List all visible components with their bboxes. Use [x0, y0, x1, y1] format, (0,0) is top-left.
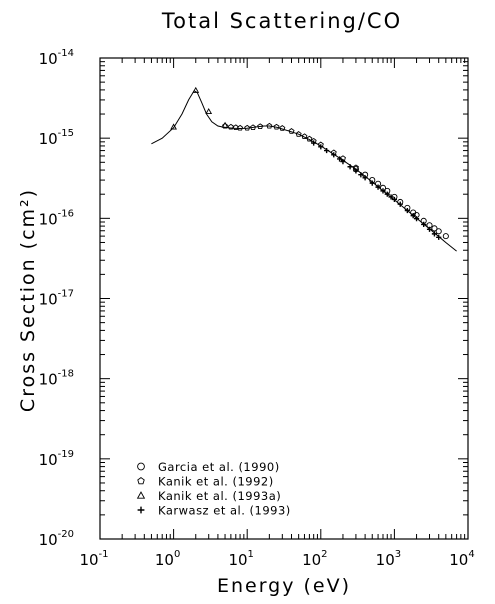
data-point-series-2: [244, 124, 251, 131]
legend-marker-2: [137, 477, 145, 485]
data-point-series-2: [279, 125, 286, 131]
legend-label-4: Karwasz et al. (1993): [158, 504, 291, 518]
data-marks-layer: [170, 86, 449, 240]
data-point-series-4: [410, 213, 416, 219]
data-point-series-4: [347, 164, 353, 170]
data-point-series-4: [388, 194, 394, 200]
y-tick-label: 10-15: [39, 128, 74, 148]
data-point-series-1: [435, 228, 442, 235]
x-tick-label: 103: [376, 549, 401, 569]
y-tick-label: 10-19: [39, 449, 74, 469]
data-point-series-3: [205, 107, 213, 115]
x-axis-label: Energy (eV): [217, 575, 351, 597]
data-point-series-4: [404, 207, 410, 214]
data-point-series-4: [340, 159, 346, 165]
data-point-series-1: [431, 225, 438, 232]
data-point-series-2: [250, 124, 257, 131]
data-point-series-2: [266, 122, 273, 129]
data-point-series-2: [227, 123, 234, 130]
data-point-series-4: [391, 196, 397, 203]
data-point-series-2: [295, 131, 302, 137]
fit-curve: [151, 90, 457, 252]
data-point-series-1: [442, 233, 449, 240]
y-tick-label: 10-18: [39, 369, 74, 389]
legend-marker-1: [137, 462, 145, 471]
data-point-series-4: [353, 168, 359, 174]
data-point-series-2: [288, 128, 295, 134]
legend: Garcia et al. (1990)Kanik et al. (1992)K…: [136, 460, 291, 518]
y-tick-label: 10-16: [39, 208, 74, 228]
y-tick-label: 10-17: [39, 289, 74, 309]
data-point-series-2: [301, 133, 308, 140]
legend-label-3: Kanik et al. (1993a): [158, 489, 281, 503]
legend-marker-4: [137, 506, 145, 514]
data-point-series-4: [413, 216, 420, 222]
y-tick-label: 10-20: [39, 529, 74, 549]
data-point-series-2: [237, 124, 244, 131]
data-point-series-4: [331, 152, 337, 158]
data-point-series-4: [380, 188, 386, 194]
data-point-series-3: [170, 123, 177, 130]
x-tick-label: 101: [228, 549, 253, 569]
data-point-series-3: [221, 121, 229, 128]
data-point-series-4: [436, 234, 442, 240]
data-point-series-2: [306, 135, 313, 142]
data-point-series-4: [369, 180, 375, 186]
x-tick-label: 102: [302, 549, 327, 569]
data-point-series-4: [318, 144, 324, 150]
data-point-series-4: [384, 191, 390, 197]
x-tick-label: 104: [449, 549, 474, 569]
x-tick-label: 100: [155, 549, 180, 569]
data-point-series-4: [421, 221, 427, 228]
data-point-series-4: [362, 175, 368, 181]
data-point-series-4: [336, 156, 343, 162]
y-tick-label: 10-14: [39, 48, 74, 68]
data-point-series-4: [397, 201, 403, 207]
data-point-series-3: [192, 86, 200, 93]
data-point-series-2: [257, 123, 264, 130]
tick-label-layer: 10-1 100 101 102 103 104 10-20 10-19 10-18 10-17 1…: [39, 48, 475, 569]
data-point-series-2: [232, 124, 239, 131]
data-point-series-4: [426, 226, 433, 232]
x-tick-label: 10-1: [79, 549, 108, 569]
legend-label-1: Garcia et al. (1990): [158, 460, 280, 474]
chart-title: Total Scattering/CO: [161, 9, 402, 33]
data-point-series-4: [358, 172, 364, 178]
tick-layer: [99, 58, 468, 540]
fit-curve-layer: [151, 90, 457, 252]
data-point-series-2: [222, 122, 229, 129]
data-point-series-4: [311, 140, 317, 146]
data-point-series-4: [324, 147, 330, 154]
data-point-series-4: [375, 184, 381, 190]
data-point-series-2: [273, 123, 280, 130]
data-point-series-4: [431, 231, 438, 237]
y-axis-label: Cross Section (cm²): [17, 188, 39, 412]
legend-label-2: Kanik et al. (1992): [158, 475, 274, 489]
legend-marker-3: [136, 491, 146, 499]
